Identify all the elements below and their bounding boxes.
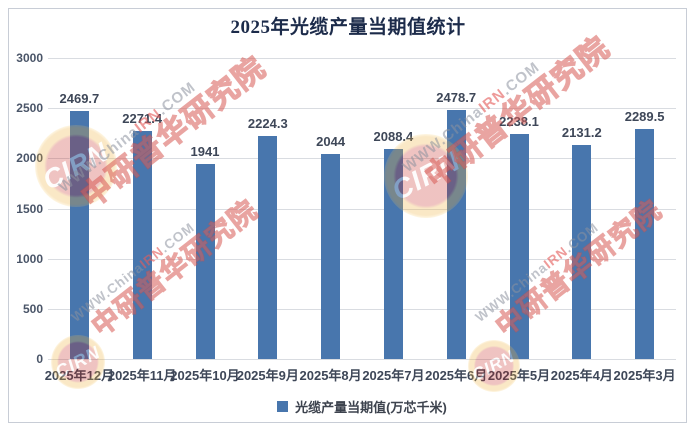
gridline	[48, 158, 676, 160]
bar	[132, 131, 152, 359]
gridline	[48, 58, 676, 59]
x-axis-category-label: 2025年7月	[362, 368, 425, 383]
bar-value-label: 2478.7	[436, 90, 477, 106]
y-axis-tick-label: 2000	[16, 151, 43, 166]
y-axis-tick-label: 1000	[16, 251, 43, 266]
gridline	[48, 208, 676, 210]
y-axis-tick-label: 0	[36, 352, 43, 366]
x-axis-category-label: 2025年11月	[107, 368, 177, 383]
x-axis-category-label: 2025年10月	[170, 368, 240, 383]
bar	[572, 145, 592, 359]
y-axis-tick-label: 2500	[16, 101, 43, 116]
bar-value-label: 2469.7	[59, 91, 100, 107]
y-axis-tick-label: 1500	[16, 201, 43, 216]
bar	[509, 134, 529, 359]
bar-value-label: 2271.4	[122, 111, 163, 127]
x-axis-category-label: 2025年12月	[44, 368, 115, 383]
gridline	[48, 258, 676, 260]
bar-value-label: 2131.2	[561, 125, 602, 141]
x-axis-category-label: 2025年6月	[425, 368, 488, 383]
bar	[69, 111, 89, 359]
plot-area: 0 500 1000 1500 2000 2500 3000 2469.7 2025年12月 22…	[16, 51, 676, 383]
bar-value-label: 2238.1	[499, 114, 539, 130]
x-axis-category-label: 2025年3月	[613, 368, 676, 383]
chart-title: 2025年光缆产量当期值统计	[230, 17, 466, 38]
x-axis-category-label: 2025年5月	[487, 368, 551, 383]
legend: 光缆产量当期值(万芯千米)	[48, 397, 676, 416]
bar-value-label: 2224.3	[247, 115, 288, 131]
bar	[383, 149, 403, 359]
bar	[321, 153, 341, 359]
bar-value-label: 1941	[190, 144, 220, 160]
y-axis-tick-label: 3000	[16, 51, 43, 65]
bar	[195, 164, 215, 359]
legend-label: 光缆产量当期值(万芯千米)	[295, 400, 447, 415]
bar	[635, 129, 655, 359]
x-axis-category-label: 2025年9月	[236, 368, 299, 383]
gridline	[48, 108, 676, 110]
gridline	[48, 308, 676, 310]
x-axis-category-label: 2025年4月	[550, 368, 613, 383]
x-axis-category-label: 2025年8月	[299, 368, 362, 383]
bar-value-label: 2289.5	[624, 109, 665, 125]
legend-swatch-icon	[277, 401, 289, 412]
gridline	[48, 359, 676, 360]
bar-value-label: 2088.4	[373, 129, 414, 145]
bar	[446, 110, 466, 359]
y-axis-tick-label: 500	[22, 301, 43, 316]
bar-value-label: 2044	[316, 133, 346, 149]
bar	[258, 135, 278, 359]
